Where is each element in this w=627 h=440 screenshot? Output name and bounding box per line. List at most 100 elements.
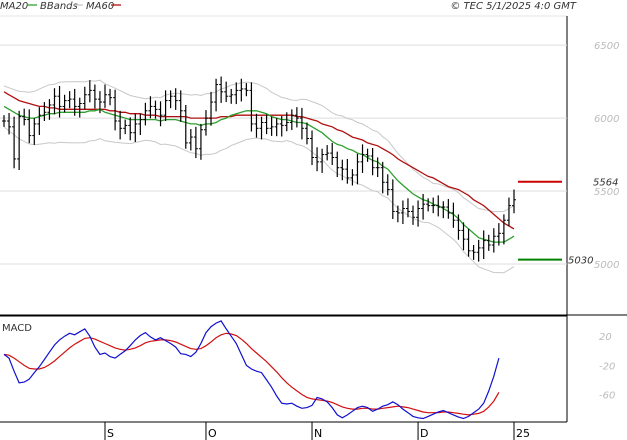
- support-level-label: 5030: [568, 256, 593, 267]
- macd-y-tick-label: -20: [599, 361, 615, 372]
- price-bar: [279, 115, 284, 137]
- price-bar: [148, 96, 153, 119]
- price-bar: [17, 110, 22, 171]
- price-bar: [390, 179, 395, 220]
- price-bar: [471, 244, 476, 260]
- price-bar: [47, 99, 52, 120]
- price-bar: [188, 129, 193, 151]
- price-bar: [128, 117, 133, 141]
- price-bar: [355, 153, 360, 185]
- y-tick-label: 6500: [594, 41, 619, 52]
- price-bar: [138, 113, 143, 136]
- price-bar: [325, 145, 330, 161]
- price-bar: [370, 147, 375, 176]
- macd-y-axis: 20 -20 -60: [599, 332, 615, 401]
- price-bar: [178, 90, 183, 122]
- price-bar: [269, 116, 274, 136]
- price-bar: [113, 89, 118, 131]
- price-bar: [375, 157, 380, 178]
- price-bar: [461, 222, 466, 251]
- price-bar: [158, 101, 163, 127]
- price-bar: [496, 223, 501, 246]
- price-bar: [451, 202, 456, 228]
- price-bar: [57, 86, 62, 118]
- price-bar: [254, 113, 259, 138]
- price-bar: [108, 88, 113, 106]
- price-bar: [274, 118, 279, 137]
- price-bar: [264, 114, 269, 135]
- price-bar: [441, 201, 446, 219]
- price-bar: [310, 130, 315, 166]
- y-tick-label: 5500: [594, 187, 619, 198]
- macd-signal-line: [3, 332, 500, 416]
- price-bar: [92, 84, 97, 109]
- resistance-level-label: 5564: [593, 178, 618, 189]
- copyright: © TEC 5/1/2025 4:0 GMT: [450, 1, 577, 12]
- price-bar: [380, 161, 385, 194]
- price-bar: [400, 200, 405, 224]
- price-bar: [249, 82, 254, 132]
- price-bar: [259, 116, 264, 140]
- price-bar: [209, 91, 214, 126]
- price-bar: [304, 122, 309, 145]
- x-tick-label: N: [314, 427, 322, 440]
- price-bar: [203, 110, 208, 136]
- price-bar: [133, 113, 138, 143]
- price-bars: [2, 76, 516, 262]
- price-bar: [97, 91, 102, 114]
- price-bar: [244, 83, 249, 97]
- price-y-axis: 6500 6000 5500 5000: [594, 41, 619, 271]
- y-tick-label: 5000: [594, 260, 619, 271]
- price-bar: [52, 88, 57, 115]
- price-bar: [168, 90, 173, 109]
- legend-ma60: MA60: [86, 1, 114, 12]
- price-bar: [345, 158, 350, 184]
- bband-lower: [3, 126, 515, 274]
- price-bar: [72, 88, 77, 116]
- x-tick-label: S: [107, 427, 114, 440]
- x-tick: O: [205, 422, 217, 440]
- price-bar: [102, 84, 107, 108]
- price-bar: [421, 193, 426, 220]
- price-bar: [426, 198, 431, 212]
- price-gridlines: [0, 44, 567, 265]
- bollinger-bands: [3, 79, 515, 274]
- price-bar: [153, 100, 158, 119]
- price-bar: [395, 205, 400, 223]
- price-bar: [62, 94, 67, 113]
- price-bar: [365, 148, 370, 162]
- price-bar: [506, 197, 511, 227]
- legend-ma20: MA20: [0, 1, 28, 12]
- price-bar: [294, 107, 299, 128]
- price-bar: [446, 199, 451, 219]
- price-bar: [193, 126, 198, 159]
- price-bar: [481, 230, 486, 259]
- x-tick-label: D: [420, 427, 428, 440]
- price-bar: [491, 228, 496, 253]
- price-bar: [37, 107, 42, 136]
- price-bar: [512, 189, 516, 214]
- price-bar: [315, 147, 320, 172]
- price-bar: [360, 144, 365, 173]
- price-bar: [289, 109, 294, 131]
- macd-y-tick-label: -60: [599, 391, 615, 402]
- price-bar: [42, 102, 47, 122]
- price-bar: [486, 234, 491, 251]
- price-bar: [501, 214, 506, 245]
- price-bar: [320, 148, 325, 173]
- price-bar: [198, 123, 203, 160]
- price-bar: [405, 198, 410, 218]
- x-tick: D: [417, 422, 429, 440]
- legend: MA20 BBands MA60 © TEC 5/1/2025 4:0 GMT: [0, 1, 577, 12]
- price-bar: [239, 78, 244, 102]
- price-bar: [12, 116, 17, 169]
- x-tick: S: [104, 422, 114, 440]
- price-bar: [456, 214, 461, 240]
- price-bar: [476, 239, 481, 262]
- price-bar: [340, 159, 345, 181]
- price-bar: [411, 205, 416, 225]
- price-bar: [385, 174, 390, 196]
- price-bar: [416, 200, 421, 227]
- x-tick-label: O: [208, 427, 217, 440]
